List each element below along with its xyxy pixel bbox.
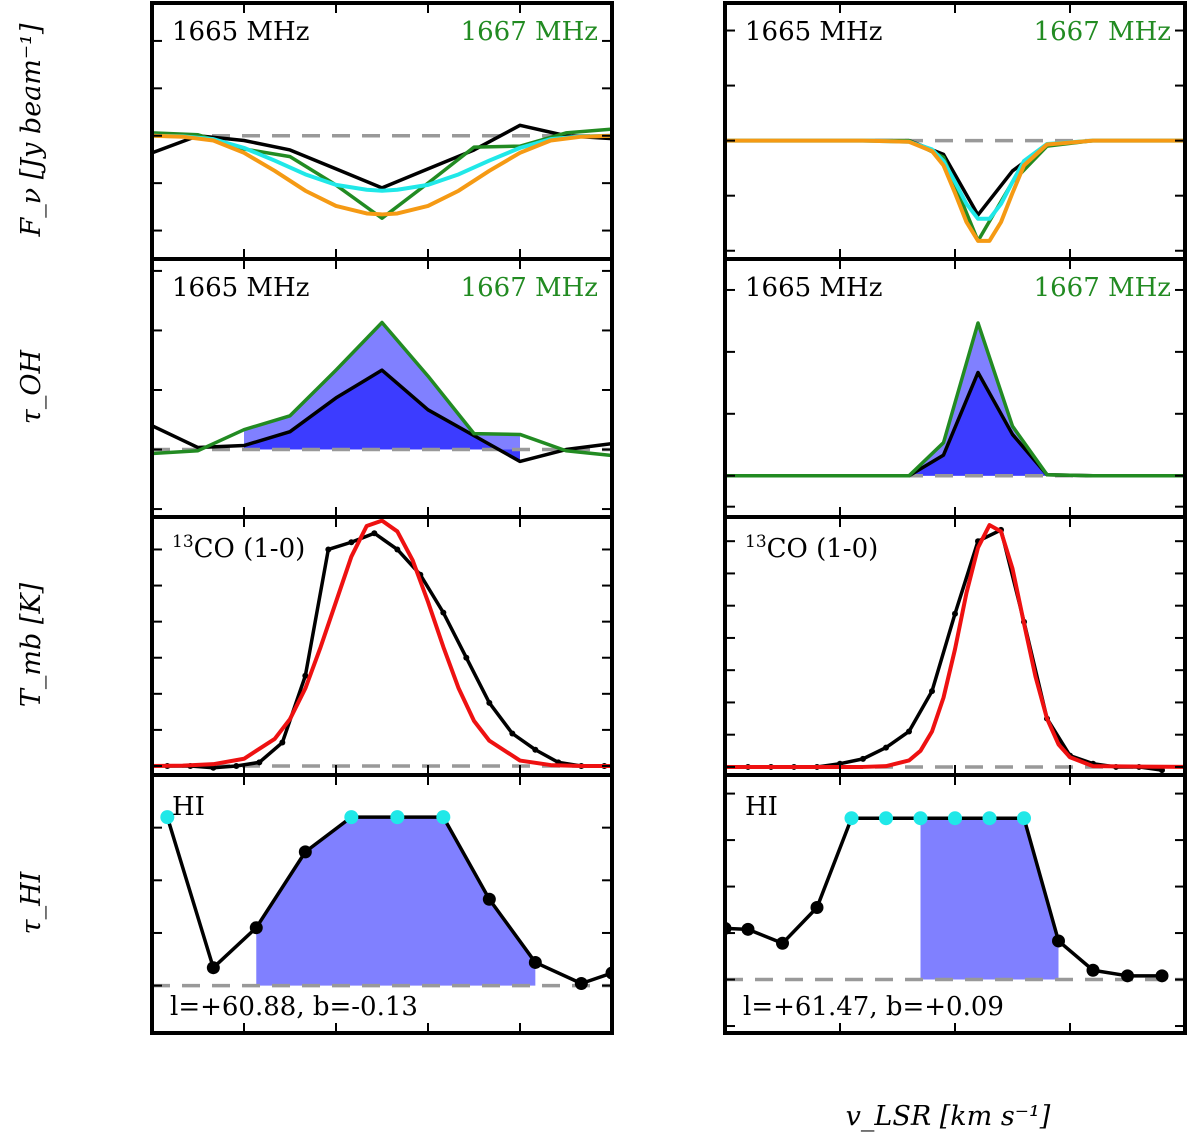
molecule-label: CO (1-0) (194, 534, 306, 564)
series-line-0 (725, 816, 1162, 978)
label-13co: 13CO (1-0) (745, 532, 878, 564)
isotope-superscript: 13 (745, 532, 767, 552)
panel-tau-oh-right: 1665 MHz 1667 MHz (723, 257, 1187, 519)
tau-oh-ylabel: τ_OH (16, 349, 47, 424)
data-point (879, 811, 893, 826)
data-point (1017, 811, 1031, 826)
molecule-label: CO (1-0) (767, 534, 879, 564)
data-point (390, 810, 405, 825)
data-point (810, 900, 824, 914)
plot-area (725, 138, 1185, 243)
panel-co-right: 13CO (1-0) (723, 515, 1187, 777)
data-point (844, 811, 859, 826)
data-point (233, 762, 240, 769)
data-point (160, 810, 175, 825)
panel-flux-right: 1665 MHz 1667 MHz (723, 1, 1187, 261)
label-1667-mhz: 1667 MHz (461, 273, 598, 303)
data-point (1052, 934, 1065, 948)
plot-area (725, 811, 1185, 983)
data-point (344, 810, 359, 825)
label-coordinates: l=+60.88, b=-0.13 (170, 992, 418, 1022)
data-point (348, 539, 355, 546)
data-point (486, 699, 493, 706)
data-point (952, 610, 958, 617)
plot-area (725, 523, 1185, 774)
series-line-1 (725, 523, 1185, 769)
label-coordinates: l=+61.47, b=+0.09 (743, 992, 1004, 1022)
label-1665-mhz: 1665 MHz (172, 17, 309, 47)
panel-flux-left: 1665 MHz 1667 MHz (150, 1, 614, 261)
series-line-3 (725, 138, 1185, 243)
series-line-0 (152, 368, 612, 464)
data-point (1121, 969, 1134, 983)
data-point (206, 961, 220, 975)
label-hi: HI (745, 792, 778, 822)
tau-hi-ylabel: τ_HI (16, 870, 47, 934)
data-point (913, 811, 928, 826)
tmb-ylabel: T_mb [K] (16, 582, 47, 707)
label-13co: 13CO (1-0) (172, 532, 305, 564)
series-line-0 (152, 123, 612, 190)
data-point (394, 546, 401, 553)
data-point (948, 811, 962, 826)
data-point (298, 845, 312, 859)
data-point (1086, 963, 1100, 977)
panel-tau-oh-left: 1665 MHz 1667 MHz (150, 257, 614, 519)
series-line-1 (725, 321, 1185, 478)
label-1667-mhz: 1667 MHz (1034, 273, 1171, 303)
flux-ylabel: F_ν [Jy beam⁻¹] (16, 23, 47, 237)
plot-area (152, 518, 612, 771)
data-point (302, 672, 309, 679)
series-line-3 (152, 133, 612, 217)
data-point (371, 530, 378, 537)
fill-1665-area (909, 372, 1047, 476)
data-point (906, 728, 912, 735)
data-point (279, 739, 286, 746)
label-1665-mhz: 1665 MHz (172, 273, 309, 303)
data-point (256, 759, 263, 766)
data-point (776, 936, 789, 950)
label-1667-mhz: 1667 MHz (1034, 17, 1171, 47)
series-line-0 (167, 531, 605, 770)
series-line-1 (152, 320, 612, 458)
series-line-1 (152, 518, 612, 768)
label-1665-mhz: 1665 MHz (745, 17, 882, 47)
data-point (741, 922, 755, 936)
label-1667-mhz: 1667 MHz (461, 17, 598, 47)
fill-hi-area (920, 818, 1059, 980)
label-1665-mhz: 1665 MHz (745, 273, 882, 303)
data-point (982, 811, 997, 826)
data-point (463, 654, 470, 661)
panel-co-left: 13CO (1-0) (150, 515, 614, 777)
data-point (249, 921, 263, 935)
data-point (860, 755, 866, 762)
data-point (436, 810, 451, 825)
data-point (325, 546, 332, 553)
series-line-2 (725, 138, 1185, 221)
data-point (482, 892, 496, 906)
isotope-superscript: 13 (172, 532, 194, 552)
data-point (883, 744, 889, 751)
panel-hi-right: HI l=+61.47, b=+0.09 (723, 773, 1187, 1035)
x-axis-title: v_LSR [km s⁻¹] (846, 1101, 1051, 1132)
plot-area (152, 123, 612, 220)
plot-area (725, 321, 1185, 478)
panel-hi-left: HI l=+60.88, b=-0.13 (150, 773, 614, 1035)
data-point (929, 688, 935, 695)
series-line-2 (152, 133, 612, 193)
data-point (1155, 969, 1169, 983)
plot-area (152, 810, 612, 991)
data-point (210, 764, 217, 771)
plot-area (152, 320, 612, 464)
data-point (532, 746, 539, 753)
data-point (509, 730, 516, 737)
data-point (440, 609, 447, 616)
panel-frame (150, 773, 614, 1035)
label-hi: HI (172, 792, 205, 822)
data-point (574, 977, 588, 991)
data-point (528, 955, 542, 969)
fill-1665-area (244, 370, 520, 462)
